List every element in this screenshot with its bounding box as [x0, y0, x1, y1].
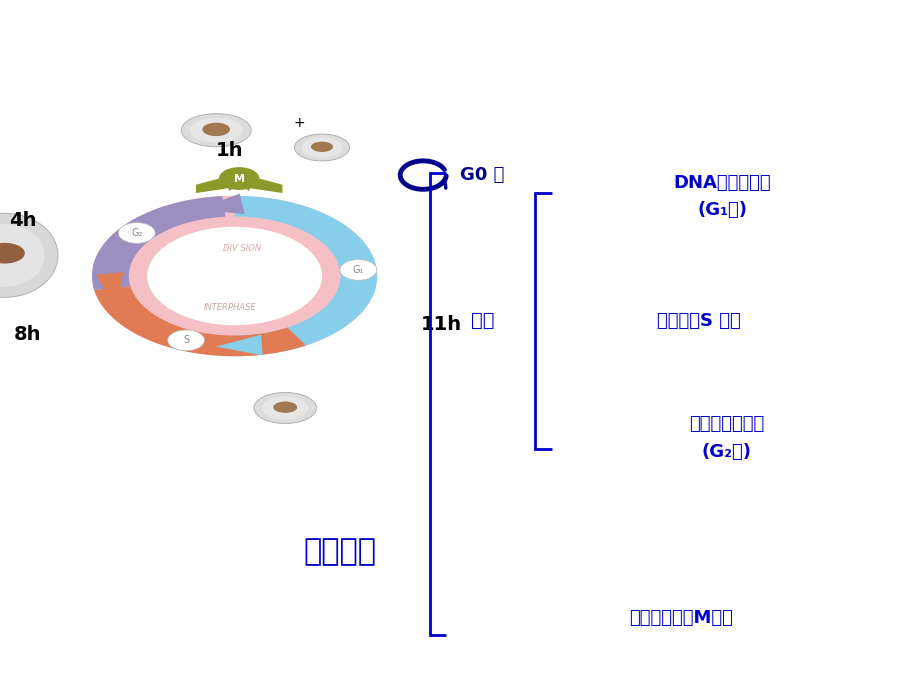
- Ellipse shape: [167, 330, 204, 351]
- Text: 4h: 4h: [9, 211, 37, 230]
- Ellipse shape: [0, 224, 45, 287]
- Ellipse shape: [294, 134, 349, 161]
- Text: 有丝分裂准备期: 有丝分裂准备期: [688, 415, 764, 433]
- Ellipse shape: [254, 393, 316, 424]
- Text: DNA复制准备期: DNA复制准备期: [673, 174, 770, 192]
- Text: 8h: 8h: [14, 325, 41, 344]
- Polygon shape: [197, 194, 244, 214]
- Text: M: M: [233, 174, 244, 184]
- Ellipse shape: [181, 114, 251, 147]
- Ellipse shape: [219, 167, 259, 190]
- Polygon shape: [234, 196, 377, 356]
- Text: 合成期（S 期）: 合成期（S 期）: [656, 312, 741, 330]
- Ellipse shape: [301, 137, 342, 157]
- Text: +: +: [293, 117, 304, 130]
- Ellipse shape: [339, 259, 376, 280]
- Text: DIV SION: DIV SION: [222, 244, 261, 253]
- Text: S: S: [183, 335, 189, 345]
- Polygon shape: [92, 196, 377, 356]
- Polygon shape: [232, 175, 282, 193]
- Text: G0 期: G0 期: [460, 166, 504, 184]
- Text: 11h: 11h: [421, 315, 461, 334]
- Text: 有丝分裂期（M期）: 有丝分裂期（M期）: [629, 609, 732, 627]
- Polygon shape: [216, 335, 262, 355]
- Ellipse shape: [202, 123, 230, 136]
- Ellipse shape: [190, 118, 243, 143]
- Ellipse shape: [262, 396, 309, 420]
- Text: 细胞周期: 细胞周期: [303, 538, 377, 566]
- Text: G₂: G₂: [130, 228, 142, 238]
- Text: INTERPHASE: INTERPHASE: [203, 302, 256, 312]
- Ellipse shape: [311, 141, 333, 152]
- Polygon shape: [94, 286, 306, 356]
- Ellipse shape: [273, 402, 297, 413]
- Polygon shape: [96, 272, 123, 308]
- Text: (G₁期): (G₁期): [697, 201, 746, 219]
- Text: G₁: G₁: [352, 265, 364, 275]
- Polygon shape: [92, 196, 225, 290]
- Text: 1h: 1h: [216, 141, 244, 161]
- Ellipse shape: [119, 223, 155, 244]
- Text: 间期: 间期: [471, 311, 494, 331]
- Ellipse shape: [0, 243, 25, 264]
- Text: (G₂期): (G₂期): [701, 443, 751, 461]
- Polygon shape: [196, 175, 246, 193]
- Ellipse shape: [0, 213, 58, 297]
